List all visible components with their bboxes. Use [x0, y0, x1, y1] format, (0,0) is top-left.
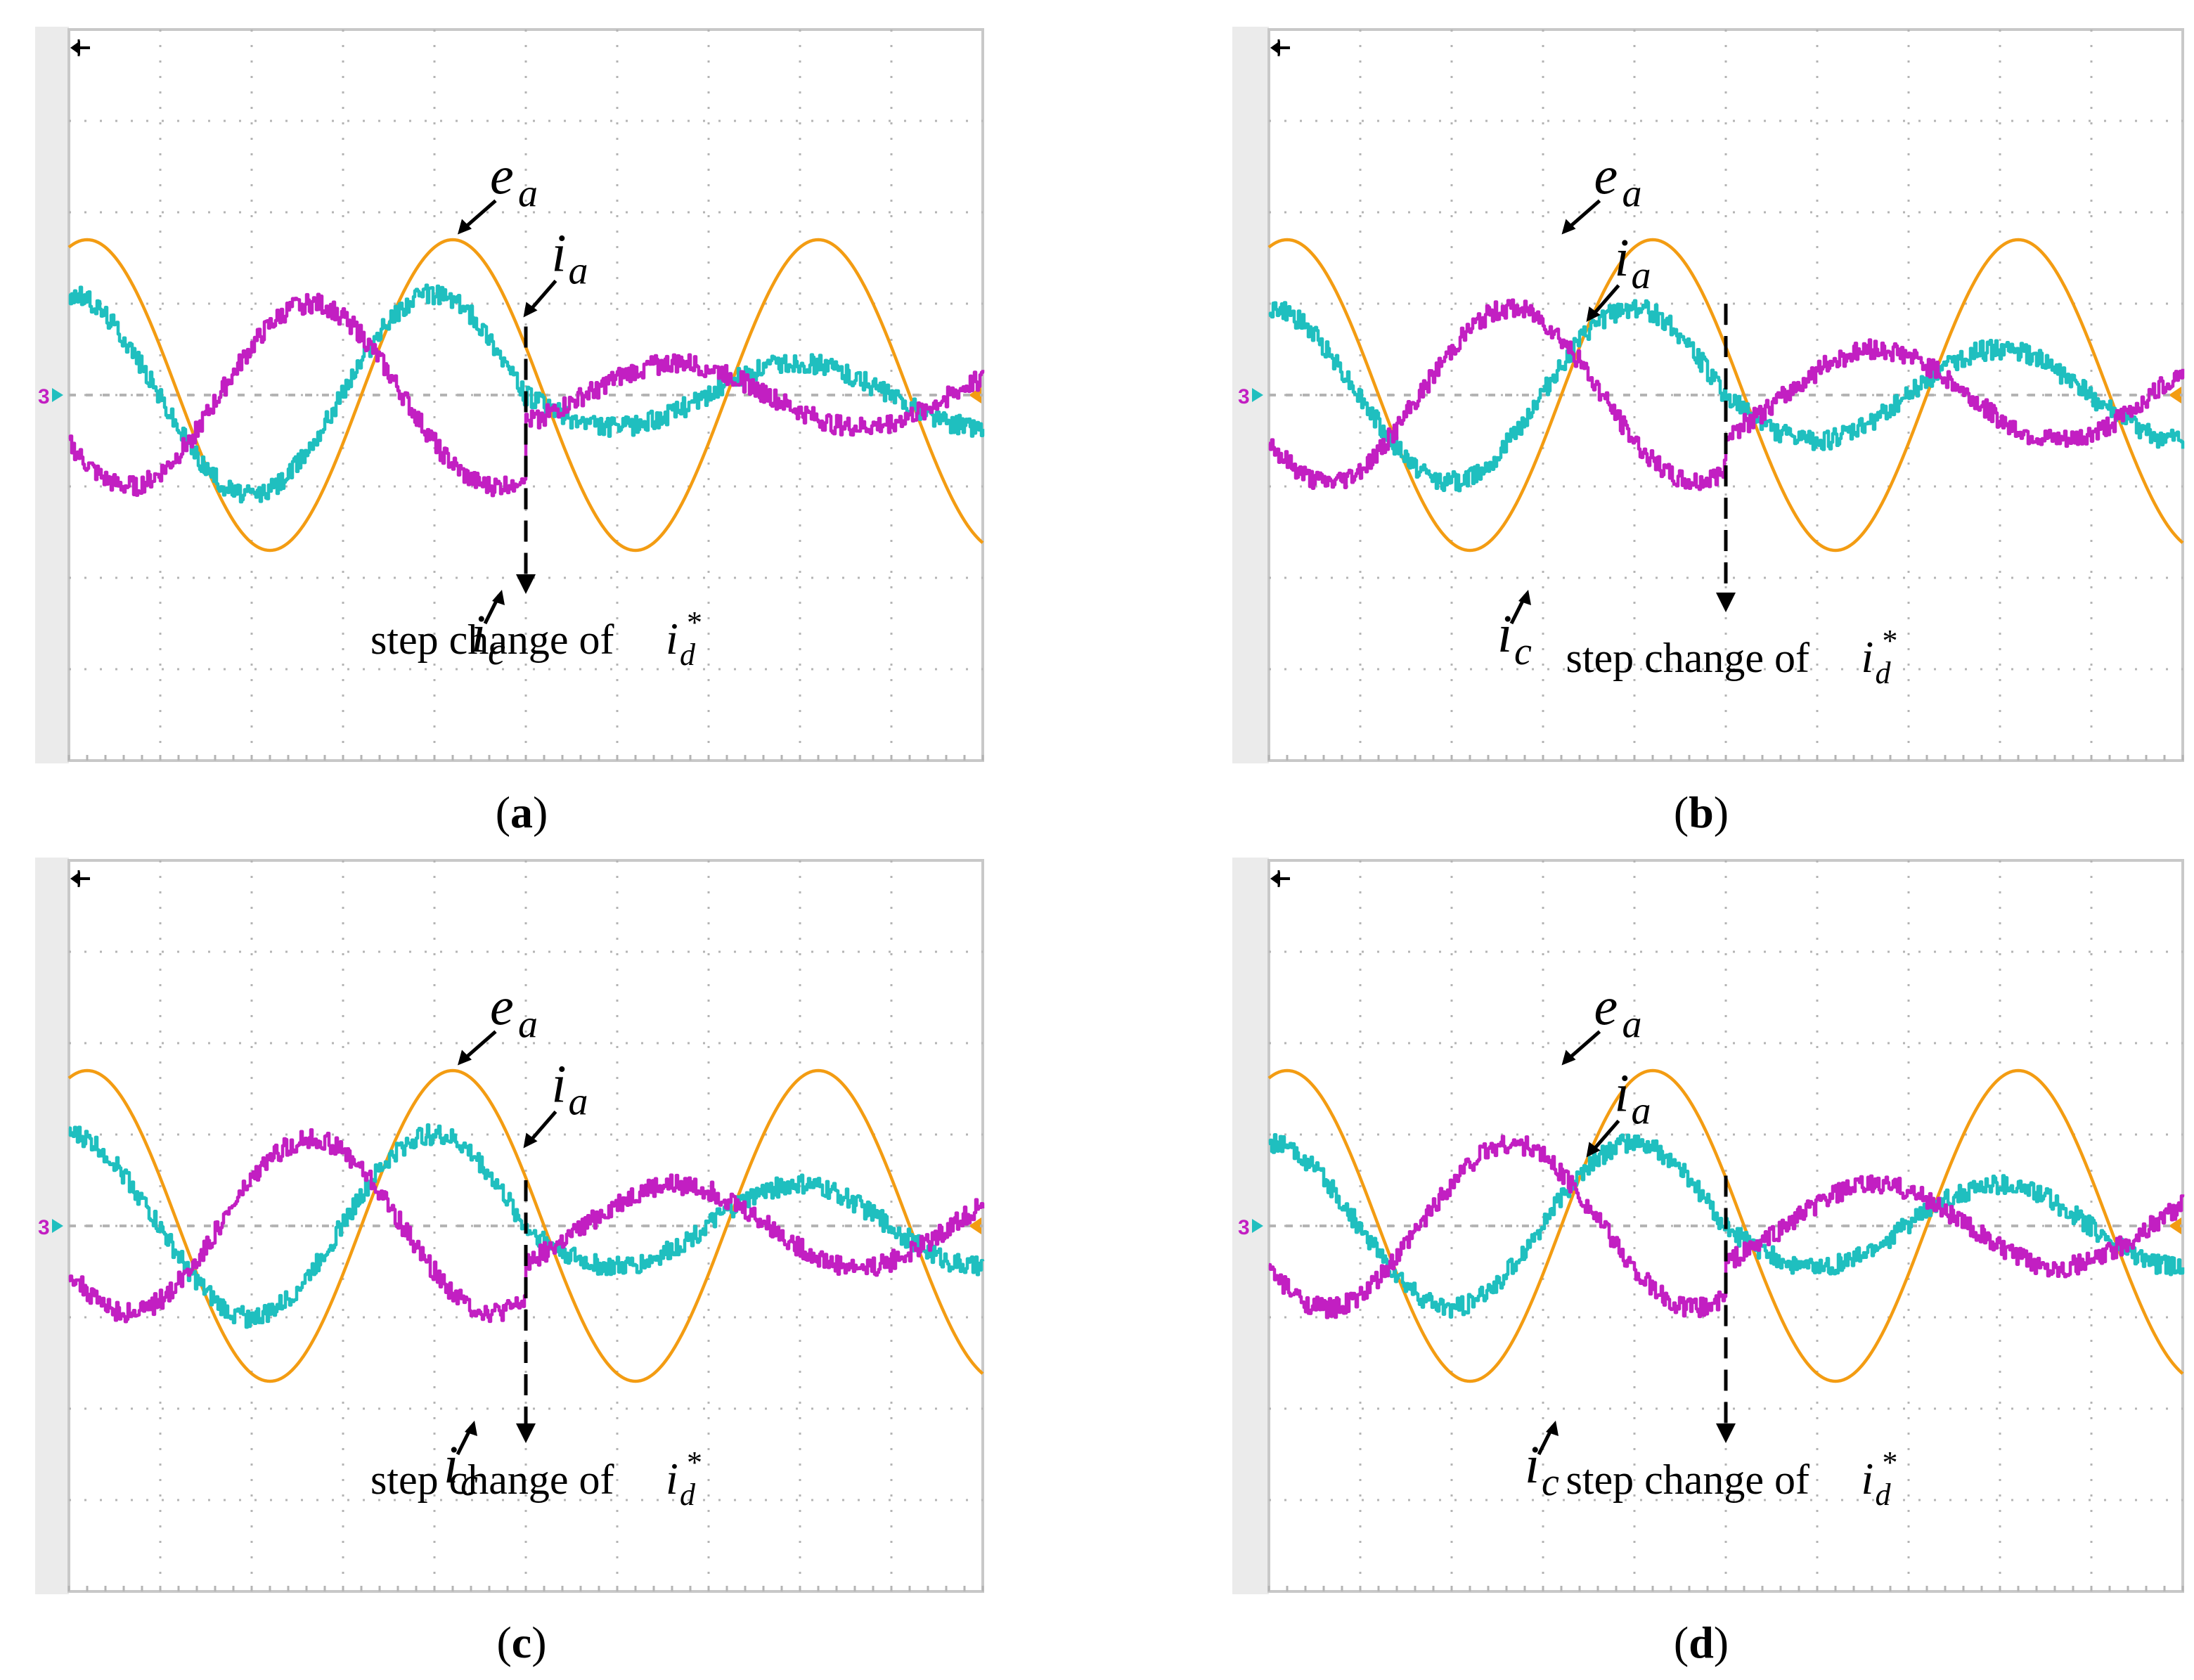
svg-text:i: i [552, 1055, 567, 1114]
svg-text:step change of: step change of [370, 616, 614, 663]
svg-text:i: i [552, 224, 567, 283]
svg-text:*: * [687, 605, 702, 640]
svg-text:c: c [1514, 630, 1532, 673]
svg-text:3: 3 [1238, 1216, 1250, 1239]
svg-text:i: i [471, 605, 486, 664]
step-change-label: step change of i d* [1566, 1445, 1898, 1512]
panel-c: 3 e a i a i c step change of i d * (c) [28, 858, 991, 1667]
svg-text:i: i [666, 1454, 678, 1504]
svg-text:i: i [1525, 1435, 1540, 1494]
svg-text:i: i [444, 1435, 458, 1494]
step-marker [516, 326, 536, 594]
svg-text:i: i [1497, 605, 1512, 664]
svg-text:e: e [490, 978, 514, 1037]
svg-text:i: i [1615, 228, 1630, 287]
panel-a: 3 e a i a i c step change of i d * (a) [28, 25, 991, 837]
svg-text:step change of: step change of [1566, 635, 1810, 681]
svg-text:d: d [680, 638, 696, 672]
svg-text:c: c [488, 630, 505, 673]
svg-text:i: i [1861, 632, 1874, 682]
svg-text:a: a [1632, 1090, 1651, 1133]
svg-text:d: d [1876, 656, 1892, 690]
svg-text:a: a [569, 1080, 588, 1124]
ground-marker-icon: 3 [1238, 1216, 1263, 1239]
step-change-label: step change of i d* [370, 1445, 702, 1512]
ref-marker-icon [2169, 1217, 2181, 1234]
step-change-label: step change of i d* [1566, 623, 1898, 690]
ref-marker-icon [2169, 387, 2181, 403]
svg-text:a: a [569, 250, 588, 293]
trigger-marker-icon [1270, 870, 1290, 887]
svg-text:step change of: step change of [1566, 1456, 1810, 1503]
svg-text:d: d [680, 1478, 696, 1512]
svg-text:*: * [1883, 1445, 1898, 1480]
trigger-marker-icon [70, 39, 90, 56]
panel-d: 3 e a i a i c step change of i d * (d) [1230, 858, 2186, 1667]
svg-text:e: e [490, 147, 514, 206]
svg-text:3: 3 [1238, 385, 1250, 408]
series-i-c [68, 292, 985, 498]
series-i-a [1268, 299, 2185, 493]
svg-text:i: i [1861, 1454, 1874, 1504]
svg-text:a: a [1622, 172, 1642, 216]
panel-b: 3 e a i a i c step change of i d * (b) [1230, 25, 2186, 837]
step-marker [1716, 304, 1736, 612]
ground-marker-icon: 3 [1238, 385, 1263, 408]
caption-d: (d) [1673, 1617, 1729, 1667]
svg-text:a: a [1622, 1003, 1642, 1047]
svg-text:i: i [1615, 1064, 1630, 1123]
caption-a: (a) [495, 787, 548, 837]
step-marker [516, 1180, 536, 1443]
svg-text:a: a [1632, 254, 1651, 297]
trigger-marker-icon [1270, 39, 1290, 56]
ground-marker-icon: 3 [38, 385, 63, 408]
ref-marker-icon [969, 1217, 981, 1234]
svg-text:c: c [1542, 1461, 1559, 1504]
svg-text:i: i [666, 614, 678, 664]
step-change-label: step change of i d* [370, 605, 702, 672]
svg-text:*: * [687, 1445, 702, 1480]
trigger-marker-icon [70, 870, 90, 887]
caption-c: (c) [496, 1617, 547, 1667]
svg-text:3: 3 [38, 385, 50, 408]
svg-text:a: a [518, 172, 538, 216]
svg-text:3: 3 [38, 1216, 50, 1239]
oscilloscope-d: 3e ai ai c step change of i d* [1232, 858, 2185, 1594]
svg-text:d: d [1876, 1478, 1892, 1512]
svg-text:step change of: step change of [370, 1456, 614, 1503]
series-e-a [67, 1068, 984, 1383]
ground-marker-icon: 3 [38, 1216, 63, 1239]
oscilloscope-b: 3e ai ai c step change of i d* [1232, 27, 2185, 763]
svg-text:e: e [1594, 978, 1618, 1037]
svg-text:*: * [1883, 623, 1898, 658]
svg-text:e: e [1594, 147, 1618, 206]
svg-text:c: c [460, 1461, 478, 1504]
step-marker [1716, 1175, 1736, 1443]
svg-text:a: a [518, 1003, 538, 1047]
caption-b: (b) [1673, 787, 1729, 837]
